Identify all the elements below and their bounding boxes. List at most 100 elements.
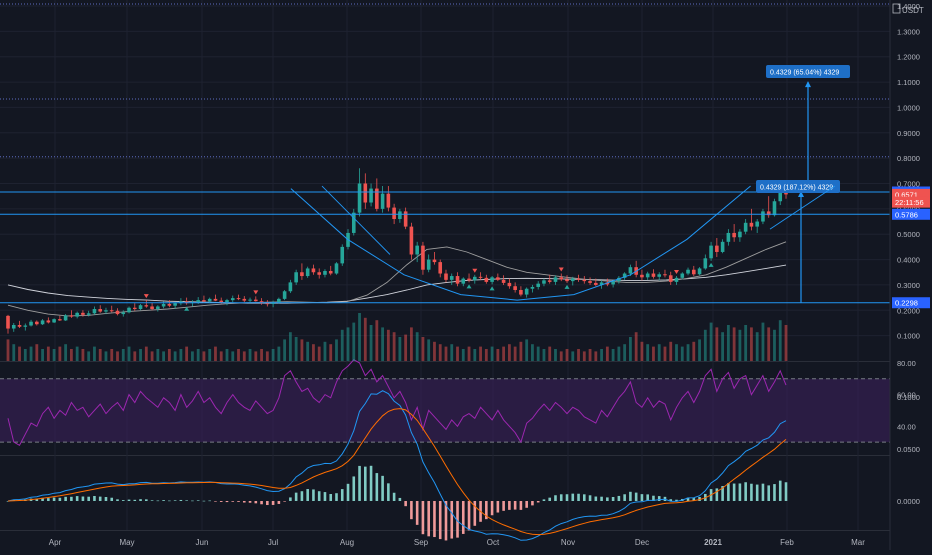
candle[interactable] [663, 269, 667, 278]
candle[interactable] [40, 319, 45, 325]
candle[interactable] [58, 315, 62, 321]
candle[interactable] [473, 274, 477, 284]
candle[interactable] [259, 298, 264, 305]
lock-icon[interactable] [892, 3, 901, 14]
candle[interactable] [415, 241, 419, 263]
candle[interactable] [645, 271, 650, 280]
candle[interactable] [294, 269, 298, 285]
candle[interactable] [726, 229, 731, 246]
candle[interactable] [496, 273, 500, 282]
candle[interactable] [375, 178, 379, 212]
candle[interactable] [52, 318, 56, 323]
candle[interactable] [92, 306, 97, 315]
candle[interactable] [104, 307, 108, 315]
candle[interactable] [300, 263, 304, 280]
candle[interactable] [461, 277, 466, 287]
candle[interactable] [715, 238, 719, 258]
candle[interactable] [363, 173, 368, 209]
candle[interactable] [334, 262, 339, 275]
candle[interactable] [167, 300, 172, 308]
candle[interactable] [772, 198, 777, 217]
candle[interactable] [311, 264, 316, 275]
candle[interactable] [697, 267, 702, 276]
candle[interactable] [242, 296, 247, 303]
candle[interactable] [565, 275, 569, 283]
candle[interactable] [6, 314, 10, 334]
candle[interactable] [213, 294, 218, 302]
candle[interactable] [547, 274, 552, 284]
candle[interactable] [720, 239, 725, 254]
candle[interactable] [328, 265, 333, 276]
candle[interactable] [668, 271, 673, 285]
candle[interactable] [288, 279, 293, 294]
candle[interactable] [524, 287, 529, 298]
candle[interactable] [651, 269, 656, 279]
candle[interactable] [115, 308, 120, 316]
candle[interactable] [686, 267, 690, 276]
candle[interactable] [81, 310, 85, 317]
candle[interactable] [132, 303, 137, 311]
candle[interactable] [536, 281, 540, 290]
candle[interactable] [588, 277, 592, 285]
candle[interactable] [305, 266, 310, 278]
candle[interactable] [490, 276, 494, 285]
candle[interactable] [709, 241, 713, 261]
candle[interactable] [484, 274, 489, 284]
candle[interactable] [755, 219, 759, 233]
candle[interactable] [738, 229, 742, 242]
candle[interactable] [703, 254, 708, 270]
candle[interactable] [11, 322, 16, 332]
candle[interactable] [386, 186, 391, 212]
candle[interactable] [98, 305, 103, 313]
trend-line[interactable] [769, 185, 836, 230]
candle[interactable] [640, 269, 644, 281]
rsi-pane[interactable] [0, 359, 890, 446]
candle[interactable] [749, 208, 754, 231]
candle[interactable] [17, 320, 22, 329]
candle[interactable] [519, 286, 523, 297]
candle[interactable] [380, 186, 385, 213]
candle[interactable] [582, 276, 587, 284]
candle[interactable] [576, 274, 581, 282]
candle[interactable] [86, 310, 91, 317]
candle[interactable] [657, 272, 662, 281]
candle[interactable] [69, 310, 74, 318]
candle[interactable] [323, 269, 327, 278]
candle[interactable] [121, 310, 126, 317]
candle[interactable] [530, 284, 535, 293]
candle[interactable] [542, 278, 546, 287]
candle[interactable] [501, 275, 506, 285]
candle[interactable] [317, 268, 321, 279]
candle[interactable] [691, 265, 696, 277]
candle[interactable] [438, 259, 443, 278]
drawing-overlays[interactable]: 0.4329 (65.04%) 4329 0.4329 (187.12%) 432… [0, 3, 890, 311]
candle[interactable] [403, 207, 408, 230]
trend-line[interactable] [321, 185, 391, 255]
candle[interactable] [254, 296, 258, 302]
candle[interactable] [35, 320, 39, 326]
candle[interactable] [150, 302, 154, 311]
candle[interactable] [29, 319, 33, 327]
measure-label-box[interactable] [756, 180, 840, 193]
candle[interactable] [426, 254, 431, 273]
candle[interactable] [449, 273, 454, 285]
candle[interactable] [680, 272, 685, 280]
candle[interactable] [265, 300, 270, 307]
candle[interactable] [225, 298, 229, 306]
candle[interactable] [467, 273, 471, 283]
price-pane[interactable] [6, 168, 788, 361]
candle[interactable] [732, 224, 736, 242]
candle[interactable] [340, 244, 345, 266]
candle[interactable] [455, 272, 460, 287]
candle[interactable] [761, 208, 765, 225]
candle[interactable] [63, 314, 68, 321]
candle[interactable] [369, 183, 373, 207]
macd-pane[interactable] [6, 390, 788, 541]
candle[interactable] [144, 300, 149, 308]
candle[interactable] [282, 290, 287, 301]
candle[interactable] [230, 295, 235, 303]
candle[interactable] [444, 269, 448, 283]
rounding-bottom-curve[interactable] [290, 185, 751, 301]
